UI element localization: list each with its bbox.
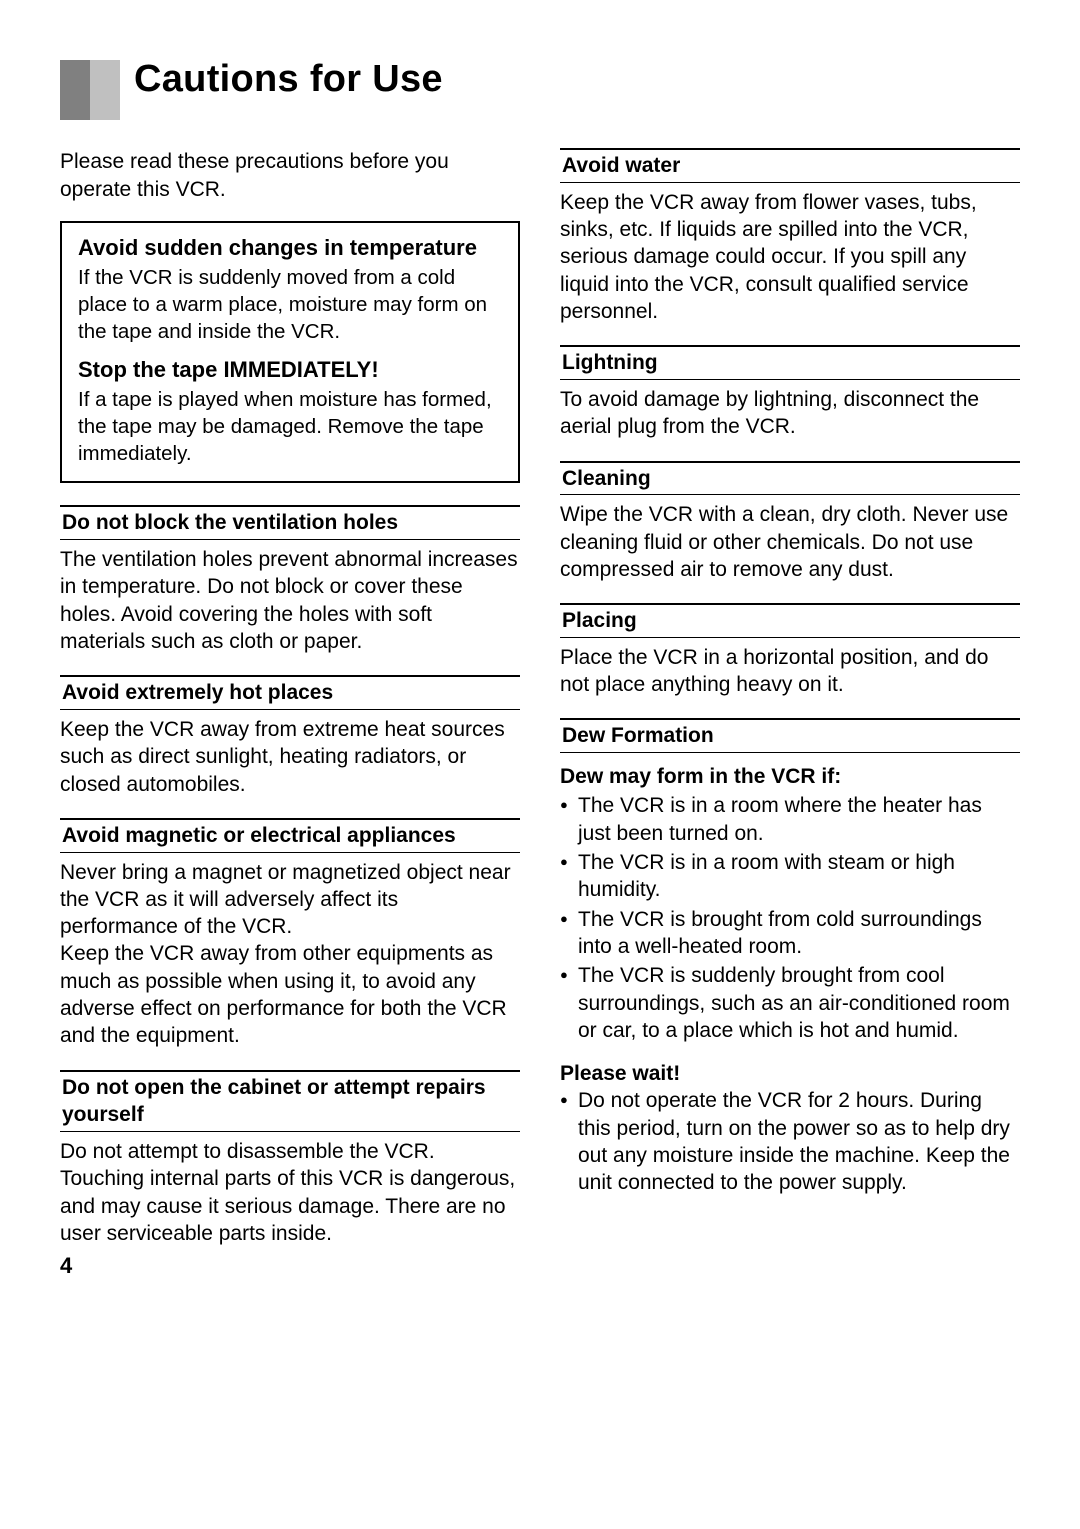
section-repairs: Do not open the cabinet or attempt repai… <box>60 1070 520 1248</box>
section-body: Never bring a magnet or magnetized objec… <box>60 853 520 1050</box>
section-heading: Cleaning <box>560 461 1020 496</box>
section-cleaning: Cleaning Wipe the VCR with a clean, dry … <box>560 461 1020 584</box>
warning-box: Avoid sudden changes in temperature If t… <box>60 221 520 483</box>
page-title: Cautions for Use <box>134 60 443 100</box>
section-heading: Avoid magnetic or electrical appliances <box>60 818 520 853</box>
section-dew: Dew Formation Dew may form in the VCR if… <box>560 718 1020 1196</box>
warning-title-2: Stop the tape IMMEDIATELY! <box>78 355 502 384</box>
list-item: The VCR is brought from cold surrounding… <box>560 906 1020 961</box>
section-heading: Do not open the cabinet or attempt repai… <box>60 1070 520 1132</box>
wait-body: Do not operate the VCR for 2 hours. Duri… <box>560 1087 1020 1196</box>
section-water: Avoid water Keep the VCR away from flowe… <box>560 148 1020 325</box>
header: Cautions for Use <box>60 60 1020 120</box>
wait-title: Please wait! <box>560 1060 1020 1087</box>
section-body: The ventilation holes prevent abnormal i… <box>60 540 520 655</box>
section-heading: Avoid water <box>560 148 1020 183</box>
page-number: 4 <box>60 1253 72 1279</box>
section-hot-places: Avoid extremely hot places Keep the VCR … <box>60 675 520 798</box>
list-item: The VCR is in a room where the heater ha… <box>560 792 1020 847</box>
section-body: Place the VCR in a horizontal position, … <box>560 638 1020 699</box>
section-heading: Lightning <box>560 345 1020 380</box>
warning-body-2: If a tape is played when moisture has fo… <box>78 387 502 467</box>
dew-bullets: The VCR is in a room where the heater ha… <box>560 792 1020 1044</box>
section-ventilation: Do not block the ventilation holes The v… <box>60 505 520 655</box>
section-body: Dew may form in the VCR if: The VCR is i… <box>560 753 1020 1196</box>
page: Cautions for Use Please read these preca… <box>0 0 1080 1307</box>
section-lightning: Lightning To avoid damage by lightning, … <box>560 345 1020 440</box>
content-columns: Please read these precautions before you… <box>60 148 1020 1267</box>
section-heading: Avoid extremely hot places <box>60 675 520 710</box>
section-heading: Placing <box>560 603 1020 638</box>
warning-body-1: If the VCR is suddenly moved from a cold… <box>78 265 502 345</box>
list-item: The VCR is in a room with steam or high … <box>560 849 1020 904</box>
section-body: Wipe the VCR with a clean, dry cloth. Ne… <box>560 495 1020 583</box>
left-column: Please read these precautions before you… <box>60 148 520 1267</box>
dew-subheading: Dew may form in the VCR if: <box>560 763 1020 790</box>
section-heading: Dew Formation <box>560 718 1020 753</box>
list-item: The VCR is suddenly brought from cool su… <box>560 962 1020 1044</box>
section-body: Keep the VCR away from extreme heat sour… <box>60 710 520 798</box>
section-body: To avoid damage by lightning, disconnect… <box>560 380 1020 441</box>
section-body: Keep the VCR away from flower vases, tub… <box>560 183 1020 325</box>
warning-title-1: Avoid sudden changes in temperature <box>78 233 502 262</box>
section-heading: Do not block the ventilation holes <box>60 505 520 540</box>
intro-text: Please read these precautions before you… <box>60 148 520 203</box>
wait-block: Please wait! Do not operate the VCR for … <box>560 1060 1020 1196</box>
side-tab-decoration <box>60 60 120 120</box>
section-placing: Placing Place the VCR in a horizontal po… <box>560 603 1020 698</box>
section-body: Do not attempt to disassemble the VCR. T… <box>60 1132 520 1247</box>
right-column: Avoid water Keep the VCR away from flowe… <box>560 148 1020 1267</box>
section-magnetic: Avoid magnetic or electrical appliances … <box>60 818 520 1050</box>
